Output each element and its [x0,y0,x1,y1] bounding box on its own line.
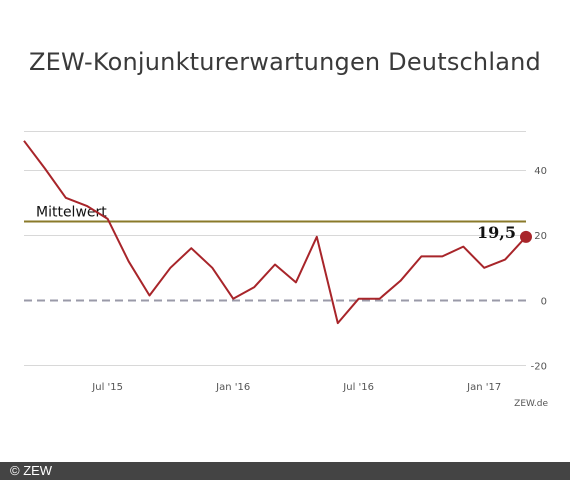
y-tick-label: 20 [534,231,547,242]
series-line-group [23,140,532,325]
x-tick-label: Jul '16 [342,382,374,393]
y-tick-label: 0 [541,296,547,307]
last-value-label: 19,5 [477,223,516,242]
y-tick-label: -20 [531,361,547,372]
y-tick-label: 40 [534,166,547,177]
tick-labels: 40 20 0 -20 Jul '15 Jan '16 Jul '16 Jan '17 [91,166,547,393]
footer-bar: © ZEW [0,462,570,480]
chart-title: ZEW-Konjunkturerwartungen Deutschland [29,48,541,76]
grid-lines [24,131,526,366]
last-value-point [520,230,532,243]
source-label: ZEW.de [514,399,548,409]
series-line [23,140,527,325]
annotations: 19,5 ZEW.de [477,223,548,409]
x-tick-label: Jan '17 [466,382,501,393]
x-tick-label: Jul '15 [91,382,123,393]
x-tick-label: Jan '16 [215,382,250,393]
copyright-text: © ZEW [10,463,53,478]
